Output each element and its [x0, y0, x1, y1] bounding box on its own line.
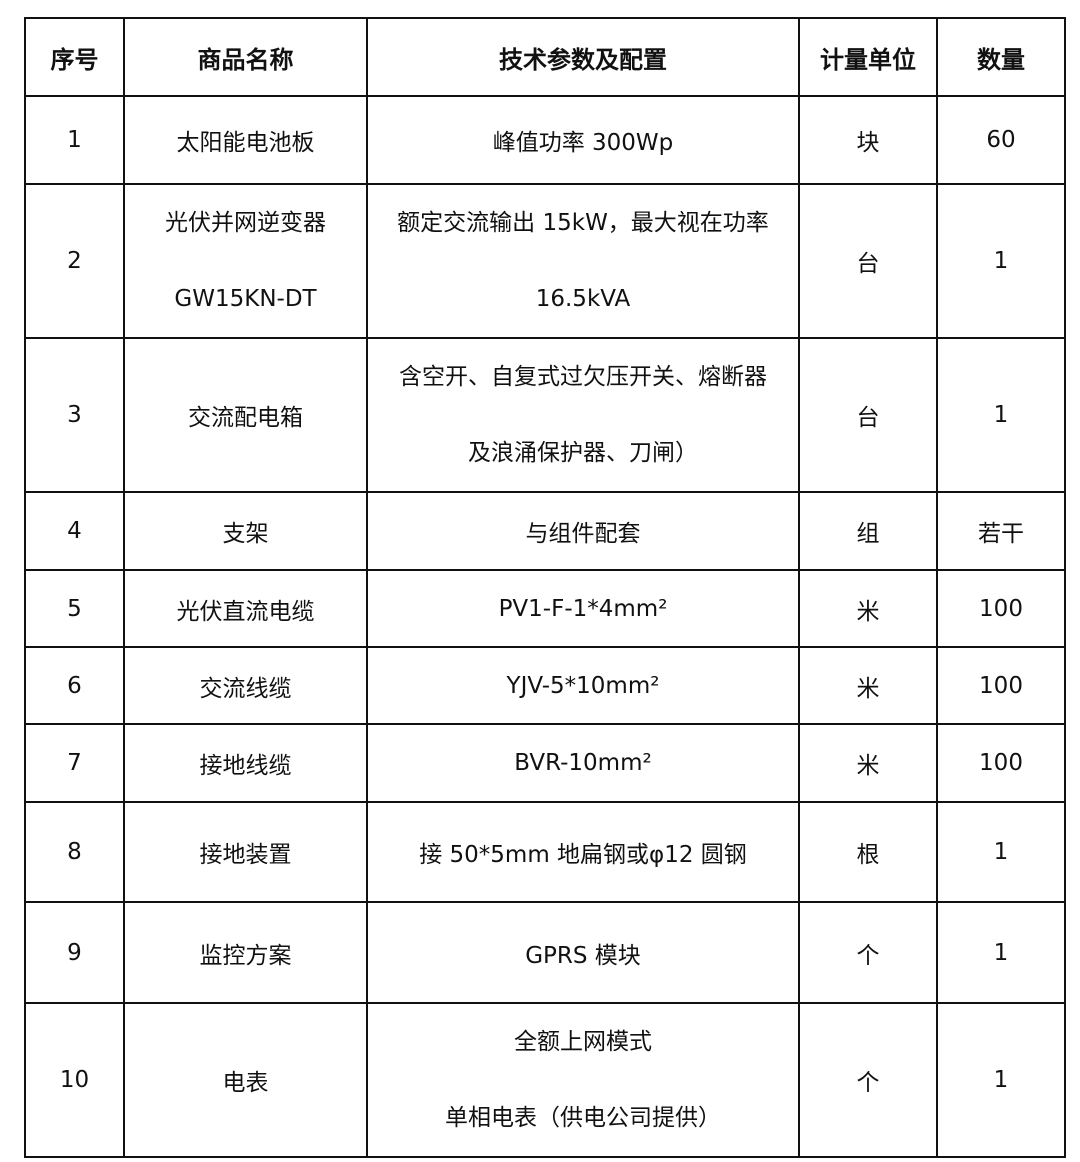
cell-spec-line: BVR-10mm²	[514, 750, 652, 776]
cell-name: 交流配电箱	[123, 337, 368, 493]
cell-spec: YJV-5*10mm²	[366, 646, 800, 725]
cell-unit: 块	[798, 95, 938, 185]
cell-spec: GPRS 模块	[366, 901, 800, 1004]
cell-unit: 组	[798, 491, 938, 571]
cell-no: 3	[24, 337, 125, 493]
cell-name: 接地装置	[123, 801, 368, 903]
cell-spec-line: 及浪涌保护器、刀闸）	[468, 440, 698, 466]
cell-qty: 若干	[936, 491, 1066, 571]
cell-name-line: 支架	[222, 521, 269, 547]
cell-spec: 接 50*5mm 地扁钢或φ12 圆钢	[366, 801, 800, 903]
cell-unit: 米	[798, 646, 938, 725]
cell-spec-line: 全额上网模式	[514, 1029, 652, 1055]
cell-name-line: 电表	[222, 1070, 269, 1096]
header-row: 序号 商品名称 技术参数及配置 计量单位 数量	[24, 17, 1066, 97]
header-unit: 计量单位	[798, 17, 938, 97]
cell-spec-line: YJV-5*10mm²	[506, 672, 660, 699]
equipment-table: 序号 商品名称 技术参数及配置 计量单位 数量 1 太阳能电池板 峰值功率 300W…	[24, 17, 1066, 1158]
table-row: 5 光伏直流电缆 PV1-F-1*4mm² 米 100	[24, 569, 1066, 648]
cell-name-line: 交流线缆	[199, 675, 292, 702]
cell-name-line: 接地装置	[199, 842, 292, 868]
cell-no: 8	[24, 801, 125, 903]
cell-unit: 个	[798, 1002, 938, 1158]
cell-no: 4	[24, 491, 125, 571]
cell-spec: 全额上网模式单相电表（供电公司提供）	[366, 1002, 800, 1158]
cell-qty: 1	[936, 337, 1066, 493]
table-row: 7 接地线缆 BVR-10mm² 米 100	[24, 723, 1066, 803]
cell-name-line: 接地线缆	[199, 753, 292, 779]
cell-name-line: GW15KN-DT	[174, 286, 317, 312]
cell-spec: 额定交流输出 15kW，最大视在功率 16.5kVA	[366, 183, 800, 339]
cell-unit: 米	[798, 569, 938, 648]
header-no: 序号	[24, 17, 125, 97]
table-row: 4 支架 与组件配套 组若干	[24, 491, 1066, 571]
cell-spec-line: 16.5kVA	[535, 286, 631, 312]
cell-name-line: 太阳能电池板	[176, 130, 315, 156]
cell-spec-line: GPRS 模块	[525, 942, 641, 969]
table-row: 1 太阳能电池板 峰值功率 300Wp 块 60	[24, 95, 1066, 185]
cell-no: 6	[24, 646, 125, 725]
cell-qty: 60	[936, 95, 1066, 185]
cell-no: 7	[24, 723, 125, 803]
cell-unit: 台	[798, 183, 938, 339]
table-row: 8 接地装置 接 50*5mm 地扁钢或φ12 圆钢 根 1	[24, 801, 1066, 903]
cell-spec: 与组件配套	[366, 491, 800, 571]
cell-spec: 含空开、自复式过欠压开关、熔断器 及浪涌保护器、刀闸）	[366, 337, 800, 493]
cell-name-line: 交流配电箱	[188, 405, 303, 431]
cell-unit: 根	[798, 801, 938, 903]
cell-qty: 100	[936, 723, 1066, 803]
cell-spec-line: 峰值功率 300Wp	[492, 130, 674, 156]
header-name: 商品名称	[123, 17, 368, 97]
cell-qty: 1	[936, 1002, 1066, 1158]
cell-spec-line: 单相电表（供电公司提供）	[445, 1105, 721, 1131]
cell-no: 1	[24, 95, 125, 185]
cell-name: 太阳能电池板	[123, 95, 368, 185]
cell-name: 接地线缆	[123, 723, 368, 803]
cell-spec-line: 接 50*5mm 地扁钢或φ12 圆钢	[419, 842, 747, 868]
cell-spec-line: 含空开、自复式过欠压开关、熔断器	[399, 364, 767, 390]
cell-spec-line: PV1-F-1*4mm²	[498, 595, 668, 622]
cell-qty: 1	[936, 183, 1066, 339]
cell-name-line: 监控方案	[199, 942, 292, 969]
cell-spec: 峰值功率 300Wp	[366, 95, 800, 185]
cell-unit: 个	[798, 901, 938, 1004]
table-row: 6 交流线缆 YJV-5*10mm² 米 100	[24, 646, 1066, 725]
cell-spec-line: 与组件配套	[525, 521, 641, 547]
cell-no: 10	[24, 1002, 125, 1158]
cell-qty: 100	[936, 646, 1066, 725]
cell-name: 支架	[123, 491, 368, 571]
table-row: 3 交流配电箱 含空开、自复式过欠压开关、熔断器 及浪涌保护器、刀闸）台 1	[24, 337, 1066, 493]
table-row: 2 光伏并网逆变器 GW15KN-DT 额定交流输出 15kW，最大视在功率 16.5k…	[24, 183, 1066, 339]
cell-spec: PV1-F-1*4mm²	[366, 569, 800, 648]
header-qty: 数量	[936, 17, 1066, 97]
cell-spec-line: 额定交流输出 15kW，最大视在功率	[397, 210, 769, 236]
cell-qty: 100	[936, 569, 1066, 648]
cell-unit: 台	[798, 337, 938, 493]
cell-name-line: 光伏直流电缆	[176, 598, 315, 625]
cell-no: 9	[24, 901, 125, 1004]
cell-name: 电表	[123, 1002, 368, 1158]
cell-qty: 1	[936, 901, 1066, 1004]
cell-no: 5	[24, 569, 125, 648]
cell-name: 交流线缆	[123, 646, 368, 725]
cell-spec: BVR-10mm²	[366, 723, 800, 803]
table-row: 9 监控方案 GPRS 模块 个 1	[24, 901, 1066, 1004]
cell-no: 2	[24, 183, 125, 339]
header-spec: 技术参数及配置	[366, 17, 800, 97]
table-row: 10 电表 全额上网模式 单相电表（供电公司提供）个 1	[24, 1002, 1066, 1158]
cell-name: 监控方案	[123, 901, 368, 1004]
cell-name: 光伏直流电缆	[123, 569, 368, 648]
cell-name: 光伏并网逆变器 GW15KN-DT	[123, 183, 368, 339]
cell-qty: 1	[936, 801, 1066, 903]
cell-unit: 米	[798, 723, 938, 803]
cell-name-line: 光伏并网逆变器	[165, 210, 326, 236]
